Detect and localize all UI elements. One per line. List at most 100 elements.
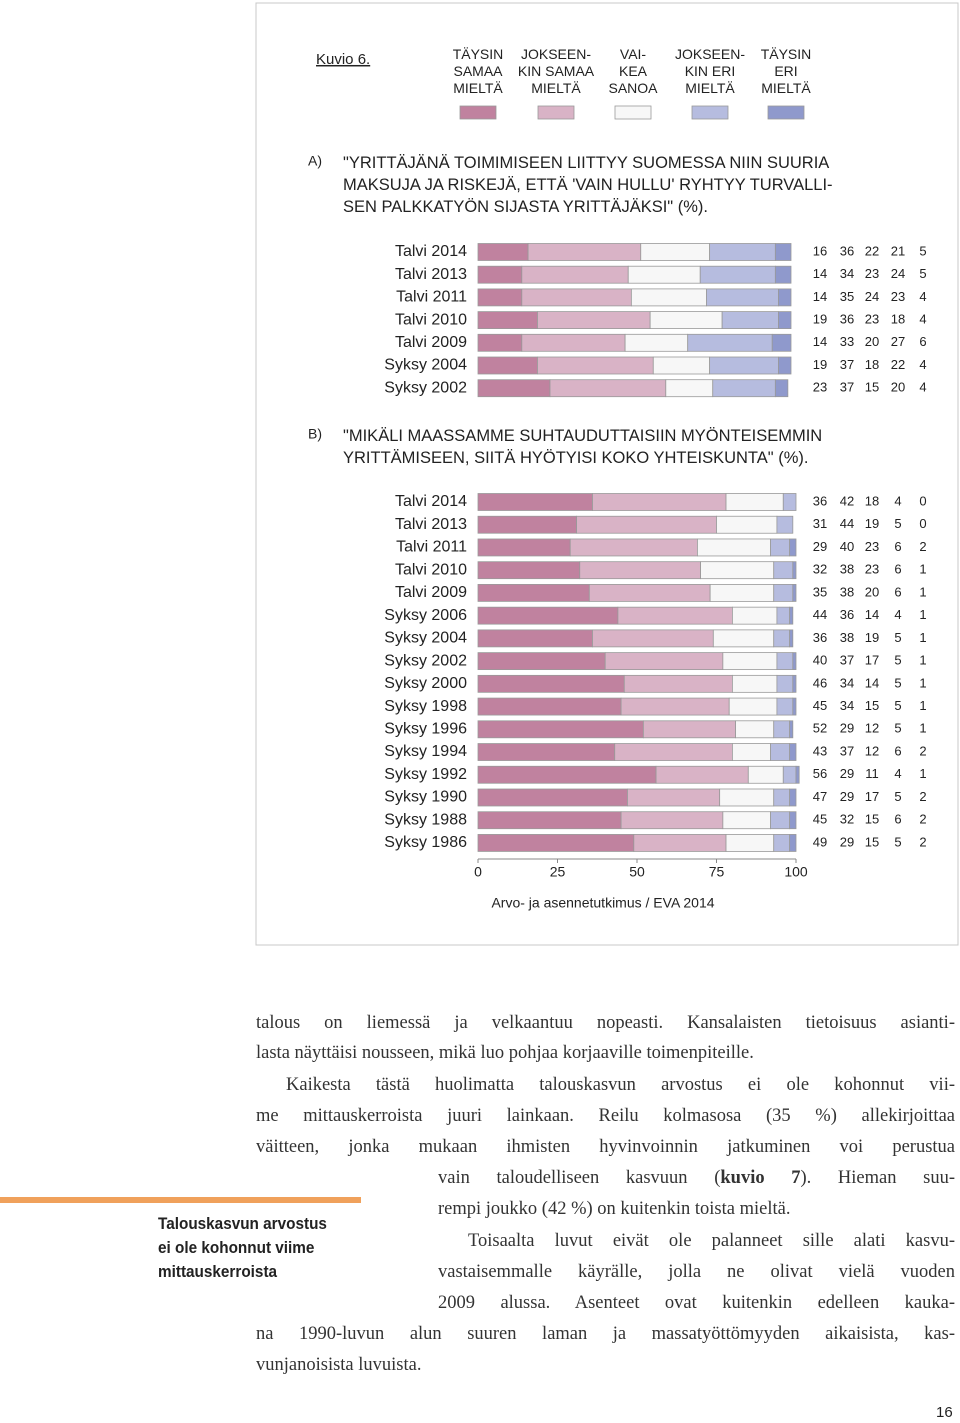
value-label: 19	[813, 312, 827, 327]
value-label: 37	[840, 357, 854, 372]
figure-frame	[255, 2, 959, 946]
bar-segment	[792, 584, 797, 602]
bar-segment	[789, 788, 797, 807]
value-label: 19	[865, 516, 879, 531]
bar-segment	[617, 606, 733, 625]
value-label: 6	[919, 334, 926, 349]
value-label: 42	[840, 493, 854, 508]
bar-segment	[774, 243, 792, 261]
value-label: 18	[865, 357, 879, 372]
body-text: vain taloudelliseen kasvuun (	[438, 1168, 721, 1188]
bar-segment	[477, 243, 529, 261]
legend-swatch	[614, 105, 652, 120]
legend-label: TÄYSIN ERI MIELTÄ	[760, 46, 812, 96]
row-label: Syksy 1996	[384, 721, 467, 738]
value-label: 45	[813, 698, 827, 713]
legend-swatch	[459, 105, 497, 120]
bar-segment	[477, 811, 622, 830]
bar-segment	[789, 720, 794, 739]
value-label: 19	[813, 357, 827, 372]
bar-segment	[627, 265, 701, 284]
value-label: 32	[813, 562, 827, 577]
bar-segment	[782, 765, 797, 784]
value-label: 36	[840, 243, 854, 258]
value-label: 23	[865, 312, 879, 327]
bar-segment	[770, 811, 791, 830]
value-label: 43	[813, 743, 827, 758]
value-label: 40	[813, 653, 827, 668]
bar-segment	[774, 379, 789, 398]
x-tick-label: 100	[784, 864, 808, 880]
bar-segment	[716, 515, 778, 534]
row-label: Talvi 2011	[396, 539, 467, 556]
value-label: 22	[891, 357, 905, 372]
bar-segment	[699, 265, 776, 284]
value-label: 47	[813, 789, 827, 804]
bar-segment	[576, 515, 717, 534]
value-label: 1	[919, 584, 926, 599]
bar-segment	[477, 356, 538, 375]
legend-swatch	[767, 105, 805, 120]
bar-segment	[604, 652, 724, 671]
value-label: 5	[894, 698, 901, 713]
bar-segment	[624, 333, 689, 352]
bar-segment	[778, 356, 792, 375]
bar-segment	[706, 288, 779, 307]
bar-segment	[778, 311, 792, 330]
bar-segment	[477, 265, 523, 284]
bar-segment	[477, 765, 657, 784]
bar-segment	[640, 243, 711, 261]
bar-segment	[537, 311, 651, 330]
value-label: 4	[919, 312, 926, 327]
value-label: 1	[919, 675, 926, 690]
row-label: Talvi 2010	[395, 311, 467, 328]
bar-segment	[642, 720, 736, 739]
row-label: Syksy 2004	[384, 630, 467, 647]
bar-segment	[620, 697, 730, 716]
bar-segment	[697, 538, 771, 557]
value-label: 11	[865, 766, 879, 781]
bar-segment	[527, 243, 642, 261]
bar-segment	[789, 834, 797, 852]
bar-segment	[579, 561, 702, 580]
bar-segment	[477, 652, 606, 671]
body-text-line: rempi joukko (42 %) on kuitenkin toista …	[438, 1199, 791, 1219]
value-label: 2	[919, 834, 926, 849]
bar-segment	[687, 333, 773, 352]
value-label: 4	[919, 289, 926, 304]
chart-label: B)	[308, 426, 322, 442]
bar-segment	[569, 538, 698, 557]
page-number: 16	[936, 1404, 953, 1421]
bar-segment	[771, 333, 792, 352]
bar-segment	[776, 515, 794, 534]
value-label: 36	[840, 607, 854, 622]
bar-segment	[477, 697, 622, 716]
bar-segment	[477, 311, 538, 330]
bar-segment	[477, 629, 593, 648]
row-label: Syksy 2002	[384, 652, 467, 669]
bar-segment	[795, 765, 800, 784]
value-label: 1	[919, 630, 926, 645]
bar-segment	[620, 811, 724, 830]
row-label: Syksy 1986	[384, 834, 467, 851]
value-label: 1	[919, 607, 926, 622]
value-label: 18	[865, 493, 879, 508]
row-label: Talvi 2014	[395, 493, 467, 510]
value-label: 24	[865, 289, 879, 304]
value-label: 4	[919, 380, 926, 395]
sidebar-heading: Talouskasvun arvostus ei ole kohonnut vi…	[158, 1214, 327, 1281]
value-label: 15	[865, 834, 879, 849]
value-label: 16	[813, 243, 827, 258]
bar-segment	[477, 743, 616, 761]
body-text-line: talous on liemessä ja velkaantuu nopeast…	[256, 1013, 955, 1033]
bar-segment	[725, 834, 775, 852]
value-label: 34	[840, 698, 854, 713]
value-label: 35	[813, 584, 827, 599]
body-text-line: väitteen, jonka mukaan ihmisten hyvinvoi…	[256, 1137, 955, 1157]
bar-segment	[521, 333, 626, 352]
value-label: 14	[865, 607, 879, 622]
bar-segment	[792, 652, 797, 671]
bar-segment	[722, 652, 778, 671]
legend-swatch	[691, 105, 729, 120]
